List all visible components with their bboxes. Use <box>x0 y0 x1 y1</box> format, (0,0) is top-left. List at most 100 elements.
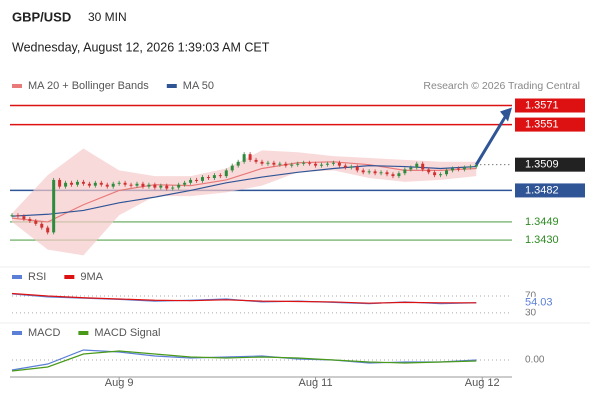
candle <box>296 163 300 165</box>
candle <box>200 177 204 181</box>
candle <box>367 171 371 173</box>
candle <box>361 170 365 173</box>
series-line <box>11 349 477 371</box>
candle <box>64 182 68 187</box>
level-label: 1.3571 <box>525 99 559 111</box>
candle <box>105 184 109 187</box>
candle <box>260 161 264 164</box>
candle <box>93 182 97 186</box>
candle <box>254 159 258 162</box>
candle <box>111 183 115 187</box>
value-label: 54.03 <box>525 297 553 309</box>
candle <box>445 170 449 175</box>
y-tick-label: 30 <box>525 308 537 319</box>
forecast-arrowhead <box>500 107 512 122</box>
candle <box>165 185 169 189</box>
candle <box>314 163 318 166</box>
x-tick-label: Aug 11 <box>299 377 333 389</box>
candle <box>52 179 56 233</box>
candle <box>409 167 413 170</box>
candle <box>415 163 419 168</box>
source: Research © 2026 Trading Central <box>423 80 580 92</box>
candle <box>421 163 425 170</box>
level-label: 1.3551 <box>525 118 559 130</box>
candle <box>58 179 62 187</box>
candle <box>355 166 359 171</box>
interval: 30 MIN <box>88 10 127 24</box>
candle <box>183 182 187 185</box>
candle <box>46 227 50 233</box>
timestamp: Wednesday, August 12, 2026 1:39:03 AM CE… <box>12 40 270 54</box>
candle <box>22 216 26 220</box>
candle <box>439 174 443 176</box>
candle <box>337 162 341 166</box>
legend-swatch <box>12 331 22 335</box>
candle <box>373 171 377 174</box>
candle <box>278 163 282 165</box>
candle <box>117 182 121 184</box>
candle <box>218 175 222 177</box>
candle <box>379 172 383 174</box>
forecast-arrow <box>475 114 508 166</box>
legend-label: 9MA <box>80 271 103 283</box>
candle <box>248 154 252 160</box>
candle <box>123 182 127 185</box>
level-label: 1.3482 <box>525 184 559 196</box>
x-tick-label: Aug 12 <box>465 377 500 389</box>
candle <box>34 220 38 224</box>
legend-label: MACD <box>28 327 60 339</box>
legend-label: MACD Signal <box>94 327 160 339</box>
legend-swatch <box>166 84 177 88</box>
legend-swatch <box>78 331 89 335</box>
candle <box>474 164 478 167</box>
y-tick-label: 70 <box>525 291 537 302</box>
candle <box>28 219 32 221</box>
candle <box>153 184 157 188</box>
candle <box>427 169 431 173</box>
level-label: 1.3430 <box>525 234 559 246</box>
candle <box>16 215 20 217</box>
candle <box>99 182 103 185</box>
candle <box>284 163 288 166</box>
candle <box>290 164 294 166</box>
level-box <box>515 183 585 198</box>
level-label: 1.3449 <box>525 216 559 228</box>
legend-label: MA 50 <box>183 80 214 92</box>
candle <box>171 187 175 189</box>
candle <box>224 170 228 177</box>
level-label: 1.3509 <box>525 159 559 171</box>
x-tick-label: Aug 9 <box>105 377 134 389</box>
level-box <box>515 157 585 172</box>
level-box <box>515 117 585 132</box>
candle <box>331 162 335 164</box>
series-line <box>11 292 477 304</box>
legend-label: RSI <box>28 271 46 283</box>
candle <box>230 165 234 171</box>
candle <box>433 172 437 176</box>
candle <box>81 181 85 184</box>
candle <box>462 167 466 170</box>
candle <box>343 165 347 168</box>
candle <box>397 173 401 177</box>
y-tick-label: 0.00 <box>525 355 545 366</box>
series-line <box>11 165 477 217</box>
candle <box>40 223 44 228</box>
candle <box>206 177 210 179</box>
candle <box>189 179 193 183</box>
series-line <box>11 161 477 223</box>
candle <box>159 185 163 188</box>
candle <box>87 183 91 186</box>
candle <box>325 163 329 165</box>
candle <box>212 175 216 179</box>
candle <box>272 162 276 165</box>
candle <box>308 162 312 164</box>
candle <box>242 154 246 162</box>
candle <box>349 166 353 168</box>
candle <box>450 168 454 171</box>
candle <box>320 164 324 166</box>
bollinger-band <box>12 148 477 256</box>
candle <box>135 183 139 186</box>
legend-swatch <box>12 84 22 88</box>
candle <box>391 174 395 177</box>
